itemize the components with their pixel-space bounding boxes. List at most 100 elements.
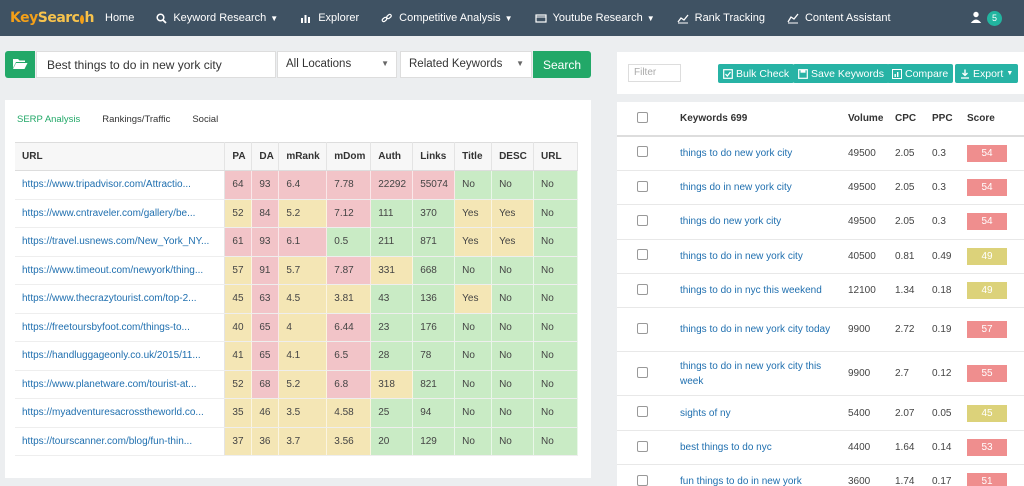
- notification-badge[interactable]: 5: [987, 10, 1002, 26]
- cell-mdom: 3.56: [326, 427, 372, 456]
- cell-url[interactable]: https://tourscanner.com/blog/fun-thin...: [15, 427, 226, 456]
- col-auth[interactable]: Auth: [370, 142, 414, 171]
- caret-down-icon: ▼: [1006, 70, 1014, 77]
- cell-links: 136: [412, 284, 456, 314]
- cell-links: 370: [412, 199, 456, 228]
- col-mrank[interactable]: mRank: [278, 142, 328, 171]
- bar-chart-icon: [892, 68, 902, 79]
- cell-url[interactable]: https://www.timeout.com/newyork/thing...: [15, 256, 226, 285]
- nav-youtube-research[interactable]: Youtube Research ▼: [524, 0, 666, 36]
- keyword-link[interactable]: things do new york city: [680, 204, 848, 240]
- col-volume[interactable]: Volume: [848, 102, 895, 137]
- row-checkbox[interactable]: [637, 440, 648, 452]
- keyword-link[interactable]: things to do in new york city today: [680, 307, 848, 353]
- mode-select[interactable]: Related Keywords ▼: [400, 51, 532, 78]
- cell-cpc: 2.05: [895, 170, 932, 206]
- user-menu[interactable]: 5: [970, 0, 1002, 36]
- cell-url[interactable]: https://freetoursbyfoot.com/things-to...: [15, 313, 226, 342]
- folder-button[interactable]: [5, 51, 35, 78]
- folder-open-icon: [12, 57, 28, 73]
- nav-competitive-analysis[interactable]: Competitive Analysis ▼: [370, 0, 523, 36]
- col-url[interactable]: URL: [15, 142, 226, 171]
- location-select[interactable]: All Locations ▼: [277, 51, 397, 78]
- col-ppc[interactable]: PPC: [932, 102, 967, 137]
- bulk-check-button[interactable]: Bulk Check: [718, 64, 795, 83]
- col-cpc[interactable]: CPC: [895, 102, 932, 137]
- row-checkbox[interactable]: [637, 249, 648, 261]
- table-row: https://www.timeout.com/newyork/thing...…: [15, 256, 578, 285]
- cell-mdom: 7.12: [326, 199, 372, 228]
- cell-mrank: 3.5: [278, 398, 328, 428]
- keyword-link[interactable]: things to do new york city: [680, 136, 848, 171]
- col-score[interactable]: Score: [967, 102, 1024, 137]
- row-checkbox[interactable]: [637, 180, 648, 192]
- row-checkbox[interactable]: [637, 366, 648, 378]
- col-desc[interactable]: DESC: [491, 142, 535, 171]
- cell-url[interactable]: https://travel.usnews.com/New_York_NY...: [15, 227, 226, 257]
- magnifier-logo-icon: [80, 14, 85, 24]
- cell-links: 668: [412, 256, 456, 285]
- cell-da: 36: [251, 427, 280, 456]
- cell-ppc: 0.14: [932, 430, 967, 466]
- cell-url[interactable]: https://www.tripadvisor.com/Attractio...: [15, 170, 226, 200]
- col-keyword[interactable]: Keywords 699: [680, 102, 848, 137]
- nav-home[interactable]: Home: [94, 0, 145, 36]
- row-checkbox[interactable]: [637, 283, 648, 295]
- row-checkbox-cell: [617, 307, 680, 353]
- cell-url[interactable]: https://myadventuresacrosstheworld.co...: [15, 398, 226, 428]
- col-url-match[interactable]: URL: [533, 142, 578, 171]
- cell-mrank: 4.1: [278, 341, 328, 371]
- cell-desc: No: [491, 170, 535, 200]
- cell-url[interactable]: https://handluggageonly.co.uk/2015/11...: [15, 341, 226, 371]
- nav-content-assistant[interactable]: Content Assistant: [776, 0, 902, 36]
- keyword-link[interactable]: things to do in new york city: [680, 239, 848, 275]
- keyword-link[interactable]: best things to do nyc: [680, 430, 848, 466]
- tab-social[interactable]: Social: [192, 114, 219, 125]
- tab-rankings-traffic[interactable]: Rankings/Traffic: [102, 114, 171, 125]
- row-checkbox[interactable]: [637, 214, 648, 226]
- cell-desc: Yes: [491, 227, 535, 257]
- search-bar: Best things to do in new york city All L…: [0, 36, 604, 92]
- cell-desc: No: [491, 427, 535, 456]
- col-da[interactable]: DA: [251, 142, 280, 171]
- nav-menu: Home Keyword Research ▼ Explorer Competit…: [94, 0, 902, 36]
- row-checkbox[interactable]: [637, 322, 648, 334]
- cell-url[interactable]: https://www.planetware.com/tourist-at...: [15, 370, 226, 399]
- cell-mrank: 5.2: [278, 199, 328, 228]
- filter-input[interactable]: Filter: [628, 64, 681, 82]
- keyword-link[interactable]: things to do in nyc this weekend: [680, 273, 848, 309]
- col-links[interactable]: Links: [412, 142, 456, 171]
- nav-content-assistant-label: Content Assistant: [804, 12, 891, 24]
- keyword-link[interactable]: fun things to do in new york: [680, 464, 848, 486]
- compare-button[interactable]: Compare: [887, 64, 954, 83]
- download-icon: [960, 69, 970, 79]
- nav-explorer[interactable]: Explorer: [289, 0, 370, 36]
- cell-url[interactable]: https://www.cntraveler.com/gallery/be...: [15, 199, 226, 228]
- row-checkbox[interactable]: [637, 406, 648, 418]
- keyword-link[interactable]: things do in new york city: [680, 170, 848, 206]
- search-button[interactable]: Search: [533, 51, 591, 78]
- save-keywords-button[interactable]: Save Keywords: [793, 64, 889, 83]
- keyword-input[interactable]: Best things to do in new york city: [36, 51, 276, 78]
- export-button[interactable]: Export ▼: [955, 64, 1019, 83]
- export-label: Export: [973, 67, 1004, 80]
- cell-auth: 28: [370, 341, 414, 371]
- col-title[interactable]: Title: [454, 142, 493, 171]
- nav-rank-tracking[interactable]: Rank Tracking: [666, 0, 776, 36]
- select-all-checkbox[interactable]: [637, 111, 648, 123]
- keyword-link[interactable]: sights of ny: [680, 395, 848, 431]
- col-mdom[interactable]: mDom: [326, 142, 372, 171]
- keysearch-logo[interactable]: Key Searc h: [0, 0, 94, 36]
- nav-keyword-research[interactable]: Keyword Research ▼: [145, 0, 289, 36]
- col-pa[interactable]: PA: [224, 142, 253, 171]
- keyword-link[interactable]: things to do in new york city this week: [680, 351, 848, 397]
- cell-links: 871: [412, 227, 456, 257]
- tab-serp-analysis[interactable]: SERP Analysis: [17, 114, 81, 125]
- row-checkbox[interactable]: [637, 146, 648, 158]
- score-cell: 54: [967, 204, 1024, 240]
- table-row: things to do in new york city 40500 0.81 0.…: [617, 239, 1024, 275]
- cell-da: 68: [251, 370, 280, 399]
- row-checkbox[interactable]: [637, 474, 648, 486]
- cell-pa: 37: [224, 427, 253, 456]
- cell-url[interactable]: https://www.thecrazytourist.com/top-2...: [15, 284, 226, 314]
